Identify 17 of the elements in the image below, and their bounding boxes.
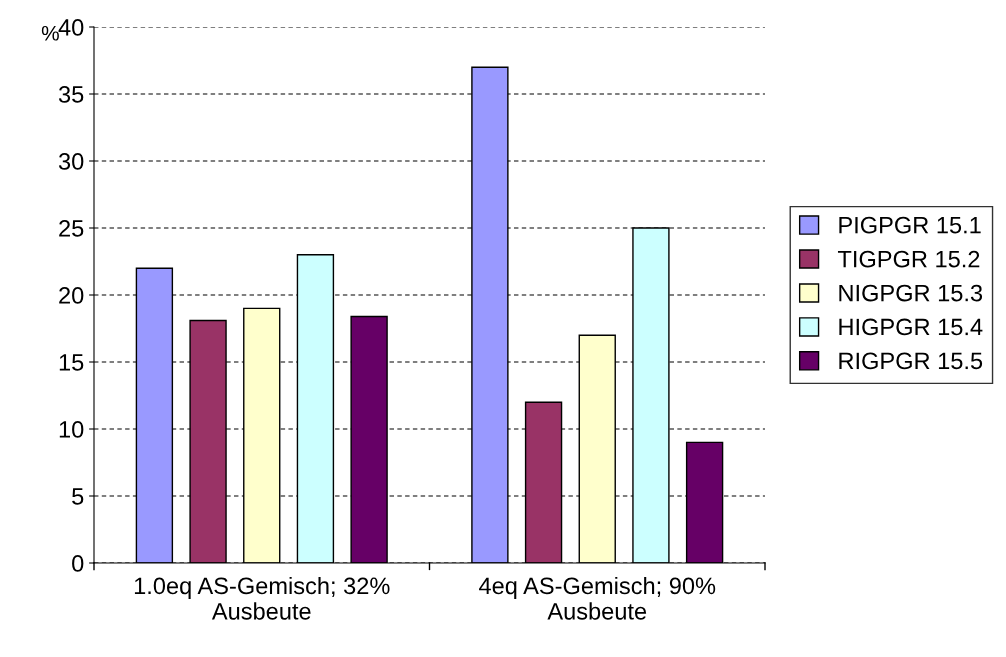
legend-label: NIGPGR 15.3: [839, 284, 983, 302]
y-tick-label: 30: [58, 153, 84, 170]
legend-label: RIGPGR 15.5: [839, 352, 983, 370]
y-tick-label: 15: [59, 354, 84, 371]
x-tick-label: 1.0eq AS-Gemisch; 32% Ausbeute: [134, 576, 390, 620]
y-axis-title: %: [41, 25, 59, 41]
y-tick-label: 0: [72, 555, 84, 572]
y-tick-label: 40: [58, 19, 84, 36]
y-tick-label: 5: [72, 488, 84, 505]
y-tick-label: 35: [58, 86, 84, 103]
y-tick-label: 20: [59, 287, 84, 304]
legend-label: HIGPGR 15.4: [839, 318, 983, 336]
legend-label: TIGPGR 15.2: [837, 250, 980, 268]
y-tick-label: 10: [59, 421, 84, 438]
x-tick-label: 4eq AS-Gemisch; 90% Ausbeute: [479, 576, 716, 620]
y-tick-label: 25: [59, 220, 84, 237]
legend-label: PIGPGR 15.1: [839, 216, 981, 234]
